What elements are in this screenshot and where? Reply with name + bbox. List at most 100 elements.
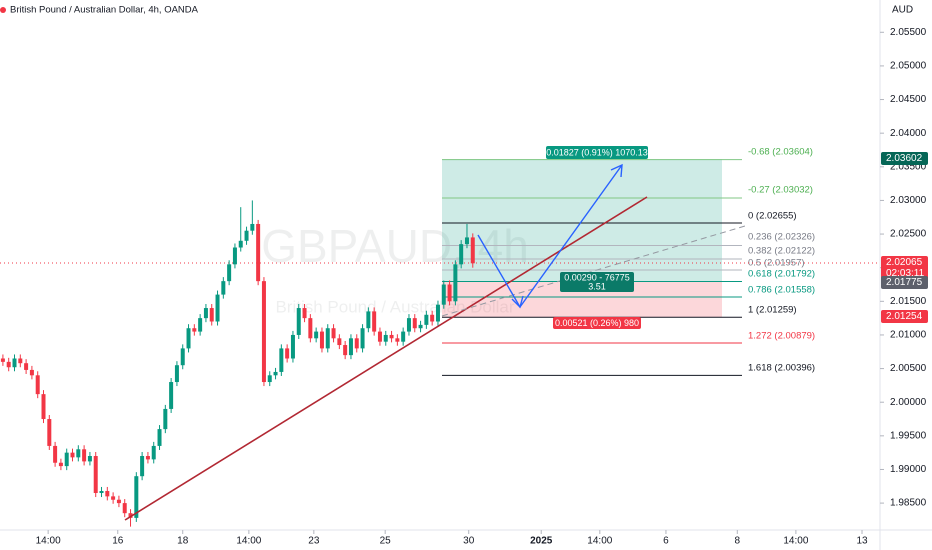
candle-body: [47, 419, 52, 446]
candle-body: [145, 456, 150, 460]
fib-label: 0.236 (2.02326): [748, 232, 815, 243]
fib-label: 1.272 (2.00879): [748, 331, 815, 342]
candle-body: [64, 452, 69, 467]
candle-body: [325, 328, 330, 349]
fib-label: 0.618 (2.01792): [748, 269, 815, 280]
dashed-line: [441, 225, 746, 317]
stop-label: 0.00521 (0.26%) 980: [555, 318, 639, 328]
candle-body: [151, 445, 156, 460]
y-tick-label: 1.98500: [890, 498, 927, 509]
candle-body: [238, 240, 243, 248]
y-tick-label: 2.04500: [890, 94, 927, 105]
candle-body: [418, 324, 423, 329]
y-tick-label: 2.04000: [890, 128, 927, 139]
candle-body: [93, 456, 98, 494]
candle-body: [244, 230, 249, 241]
candle-body: [215, 294, 220, 322]
candle-body: [314, 331, 319, 339]
y-tick-label: 2.03500: [890, 161, 927, 172]
candle-body: [430, 314, 435, 322]
candle-body: [169, 382, 174, 409]
rr-label-box: [560, 272, 634, 292]
price-tag-text: 2.01254: [886, 311, 923, 322]
x-tick-label: 23: [308, 536, 320, 547]
candle-body: [360, 328, 365, 349]
fib-label: -0.68 (2.03604): [748, 147, 813, 158]
candle-body: [424, 314, 429, 325]
candle-body: [401, 331, 406, 342]
candle-body: [267, 375, 272, 383]
x-tick-label: 25: [380, 536, 392, 547]
candle-body: [250, 223, 255, 231]
price-tag-text: 2.02065: [886, 257, 923, 268]
candle-body: [459, 244, 464, 265]
x-tick-label: 14:00: [36, 536, 61, 547]
candle-body: [6, 361, 11, 368]
candle-body: [377, 331, 382, 342]
candle-body: [273, 371, 278, 376]
x-tick-label: 14:00: [587, 536, 612, 547]
candle-body: [389, 334, 394, 339]
candle-body: [348, 338, 353, 356]
candle-body: [395, 338, 400, 342]
candle-body: [174, 365, 179, 383]
y-tick-label: 2.01500: [890, 296, 927, 307]
target-label-box: [546, 146, 648, 159]
target-label: 0.01827 (0.91%) 1070.13: [546, 147, 648, 157]
candle-body: [435, 304, 440, 322]
candle-body: [453, 264, 458, 302]
axis: 2.05500 2.05000 2.04500 2.04000 2.03500 2.030…: [36, 27, 927, 547]
fib-label: -0.27 (2.03032): [748, 185, 813, 196]
currency-label: AUD: [892, 5, 913, 16]
candle-body: [406, 318, 411, 332]
price-tag: [881, 310, 928, 323]
candle-body: [447, 284, 452, 302]
candle-body: [343, 345, 348, 356]
candle-body: [261, 281, 266, 383]
candle-body: [296, 308, 301, 335]
candle-body: [331, 328, 336, 339]
candle-body: [290, 334, 295, 359]
candle-body: [203, 308, 208, 319]
candle-body: [285, 348, 290, 359]
fib-label: 0.382 (2.02122): [748, 246, 815, 257]
candle-body: [41, 394, 46, 420]
candle-body: [53, 445, 58, 463]
rr-label: 3.51: [588, 281, 606, 291]
x-tick-label: 2025: [530, 536, 553, 547]
candle-body: [470, 237, 475, 264]
candle-body: [87, 456, 92, 462]
candle-body: [192, 328, 197, 332]
candle-body: [279, 348, 284, 372]
y-tick-label: 2.01000: [890, 330, 927, 341]
y-tick-label: 2.00000: [890, 397, 927, 408]
y-tick-label: 2.00500: [890, 363, 927, 374]
candle-body: [0, 358, 5, 362]
candle-body: [227, 264, 232, 282]
candle-body: [29, 369, 34, 376]
candle-body: [157, 429, 162, 446]
candle-body: [232, 247, 237, 265]
candle-body: [209, 308, 214, 322]
candle-body: [58, 462, 63, 467]
candle-body: [337, 338, 342, 346]
candle-body: [140, 456, 145, 477]
candle-body: [308, 318, 313, 339]
candle-body: [186, 328, 191, 349]
price-tag: [881, 152, 928, 165]
candle-body: [412, 318, 417, 329]
candle-body: [111, 496, 116, 500]
candle-body: [180, 348, 185, 366]
y-tick-label: 1.99000: [890, 464, 927, 475]
x-tick-label: 13: [856, 536, 868, 547]
x-tick-label: 18: [177, 536, 189, 547]
arrow-head: [511, 295, 524, 309]
fib-label: 1.618 (2.00396): [748, 363, 815, 374]
x-tick-label: 30: [463, 536, 475, 547]
fib-label: 1 (2.01259): [748, 305, 797, 316]
chart-title: British Pound / Australian Dollar, 4h, O…: [10, 5, 199, 16]
rr-label: 0.00290 - 76775: [564, 272, 630, 282]
candle-body: [383, 334, 388, 342]
y-tick-label: 2.05500: [890, 27, 927, 38]
